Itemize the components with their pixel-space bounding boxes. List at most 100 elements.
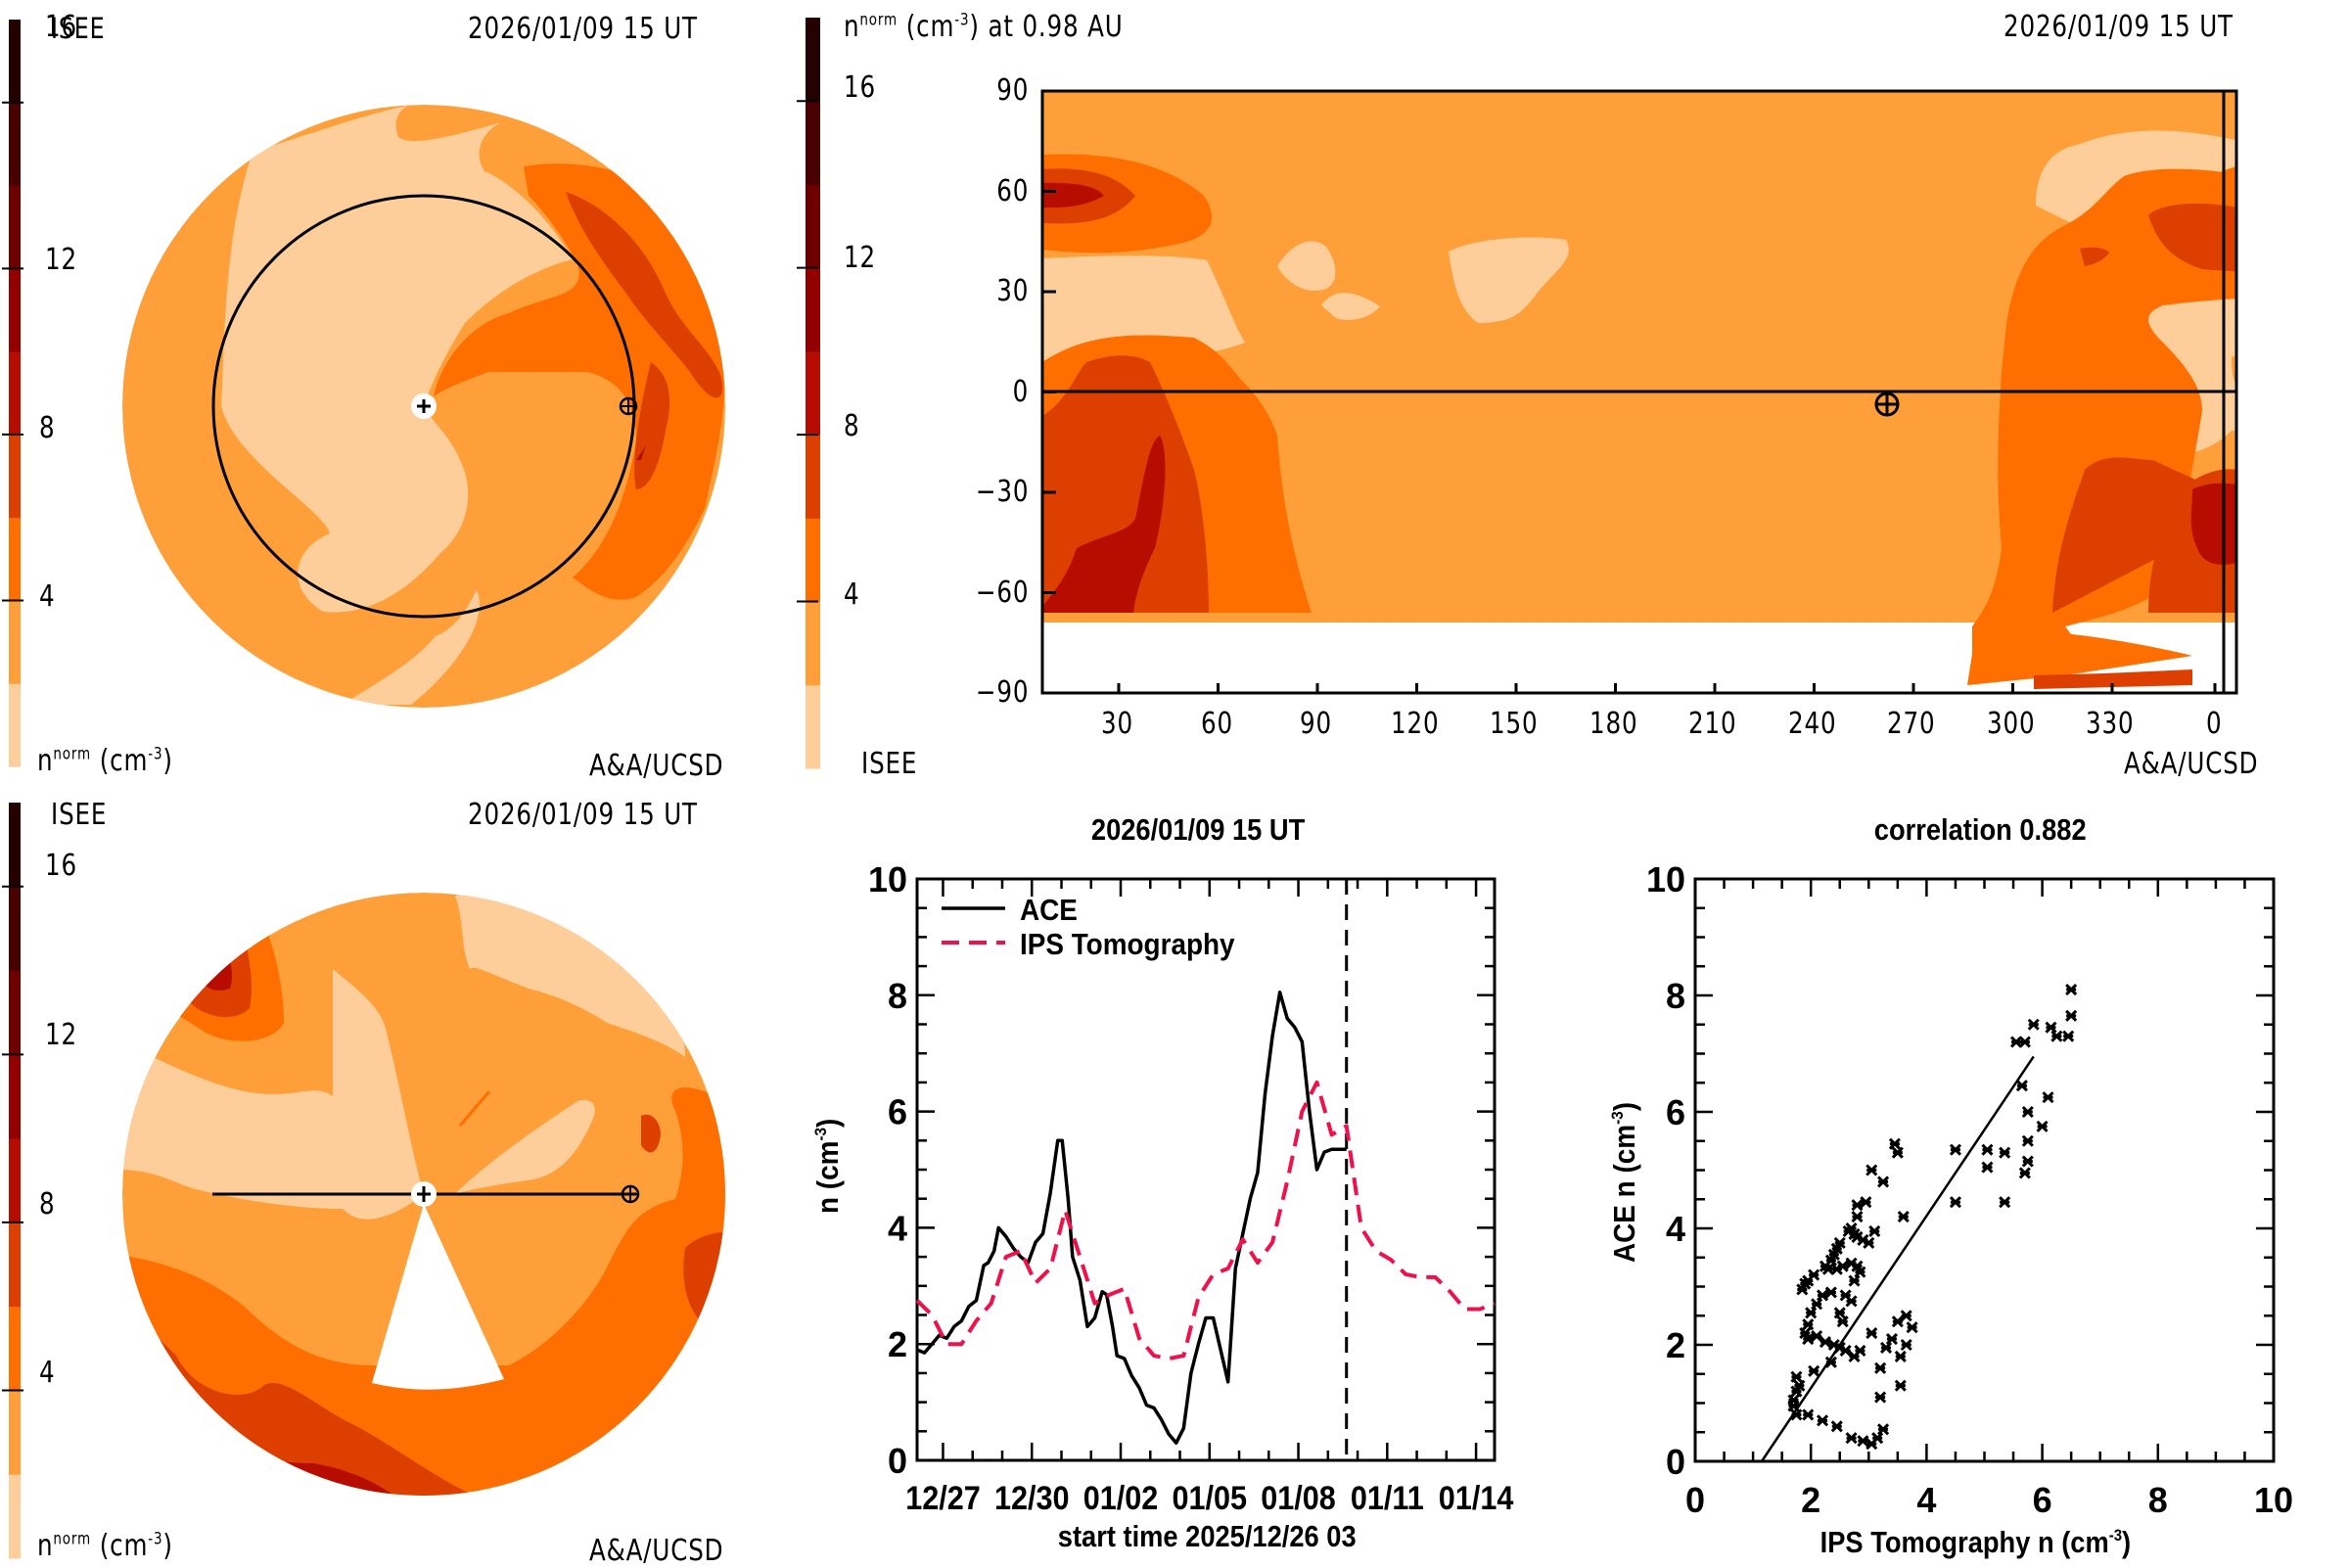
colorbar-tick-16: 16: [844, 70, 876, 105]
colorbar-level: [9, 683, 21, 767]
density-level-0-2: [1277, 241, 1336, 292]
scatter-panel: correlation 0.882 0 2 4 6 8 10 0 2 4 6 8 10 IPS Tom…: [1576, 803, 2349, 1566]
lon-tick-label: 90: [1300, 707, 1332, 741]
scatter-point: [1845, 1295, 1858, 1308]
series-line-ace: [916, 991, 1347, 1445]
density-level-0-2: [221, 105, 573, 613]
scatter-point: [1851, 1260, 1864, 1272]
scatter-point: [1874, 1361, 1887, 1374]
scatter-point: [1790, 1370, 1803, 1383]
x-tick-label: 4: [1916, 1480, 1936, 1520]
colorbar-level: [9, 351, 21, 436]
scatter-chart: 0 2 4 6 8 10 0 2 4 6 8 10: [1646, 859, 2293, 1520]
scatter-point: [1802, 1408, 1815, 1421]
colorbar-level: [9, 102, 21, 187]
scatter-point: [1808, 1364, 1820, 1377]
scatter-point: [2042, 1091, 2054, 1104]
lat-tick-label: 60: [996, 173, 1029, 208]
scatter-point: [1885, 1332, 1899, 1346]
density-level-0-2-gap: [577, 1027, 626, 1084]
x-axis-label: IPS Tomography n (cm-3): [1819, 1525, 2132, 1559]
scatter-point: [1879, 1341, 1893, 1355]
scatter-point: [1877, 1423, 1890, 1436]
colorbar-units-label: nnorm (cm-3): [37, 744, 173, 778]
colorbar-tick-16: 16: [45, 849, 77, 883]
colorbar-level: [9, 1306, 21, 1391]
colorbar-tick-4: 4: [39, 579, 56, 614]
scatter-point: [2065, 983, 2078, 996]
density-level-0-2: [455, 1100, 595, 1194]
y-axis-label: ACE n (cm-3): [1607, 1101, 1641, 1263]
y-tick-label: 4: [1666, 1209, 1685, 1249]
density-level-0-2-south: [343, 590, 481, 705]
y-tick-label: 2: [1666, 1325, 1685, 1365]
colorbar-level: [806, 350, 820, 436]
no-data-wedge: [372, 1204, 504, 1390]
colorbar-level: [9, 434, 21, 519]
density-level-6-8: [2080, 247, 2109, 266]
scatter-point: [2021, 1155, 2034, 1168]
scatter-point: [1793, 1379, 1806, 1392]
series-line-ips-tomography: [915, 1080, 1496, 1361]
scatter-point: [2018, 1167, 2031, 1179]
density-level-4-6-top: [299, 105, 357, 115]
colorbar-top-left: [2, 20, 23, 767]
density-level-8-10: [636, 445, 646, 460]
colorbar-tick-12: 12: [844, 241, 876, 275]
timestamp-label: 2026/01/09 15 UT: [468, 12, 698, 46]
scatter-point: [1851, 1211, 1864, 1223]
density-level-4-6: [2236, 367, 2349, 613]
scatter-point: [1836, 1260, 1849, 1272]
scatter-point: [1877, 1176, 1890, 1188]
y-tick-label: 2: [888, 1324, 907, 1364]
scatter-point: [1857, 1435, 1869, 1448]
lon-tick-label: 0: [2206, 707, 2223, 741]
scatter-point: [1981, 1161, 1994, 1174]
lon-tick-label: 150: [1490, 707, 1539, 741]
scatter-point: [1868, 1224, 1881, 1238]
density-level-14-16: [122, 1483, 137, 1496]
scatter-point: [1848, 1274, 1861, 1287]
colorbar-level: [9, 185, 21, 269]
scatter-point: [1799, 1327, 1812, 1340]
colorbar-level: [806, 684, 820, 769]
scatter-point: [1897, 1211, 1910, 1223]
scatter-point: [1787, 1400, 1800, 1412]
scatter-point: [1816, 1289, 1829, 1302]
colorbar-tick-16: 16: [45, 10, 77, 44]
x-tick-label: 01/08: [1261, 1480, 1336, 1517]
x-tick-label: 8: [2148, 1480, 2168, 1520]
fit-line: [1760, 1055, 2035, 1462]
source-label: ISEE: [861, 747, 918, 781]
scatter-point: [1981, 1143, 1994, 1156]
colorbar-level: [9, 600, 21, 684]
y-tick-label: 0: [888, 1441, 907, 1481]
colorbar-level: [9, 1390, 21, 1475]
y-tick-label: 8: [888, 976, 907, 1016]
source-label: ISEE: [51, 12, 106, 45]
source-label: ISEE: [51, 798, 108, 832]
scatter-point: [1894, 1379, 1907, 1392]
lat-tick-label: 90: [996, 73, 1029, 108]
meridional-density-map: [122, 893, 725, 1496]
scatter-point: [1802, 1318, 1815, 1331]
scatter-point: [1845, 1222, 1858, 1235]
scatter-point: [2065, 1009, 2078, 1022]
y-tick-label: 10: [1646, 859, 1685, 899]
earth-icon: [619, 396, 638, 416]
synoptic-panel: nnorm (cm-3) at 0.98 AU 2026/01/09 15 UT…: [793, 0, 2349, 803]
x-tick-label: 01/11: [1351, 1480, 1424, 1517]
scatter-point: [1799, 1277, 1812, 1290]
colorbar-tick-4: 4: [844, 577, 860, 612]
timestamp-label: 2026/01/09 15 UT: [468, 798, 698, 832]
earth-icon: [1874, 392, 1900, 417]
scatter-point: [1805, 1307, 1818, 1319]
chart-title: correlation 0.882: [1873, 812, 2087, 847]
colorbar-level: [9, 970, 21, 1055]
x-axis-label: start time 2025/12/26 03: [1057, 1519, 1357, 1553]
scatter-point: [1891, 1146, 1904, 1159]
colorbar-level: [806, 184, 820, 269]
scatter-point: [1824, 1356, 1837, 1368]
scatter-point: [2021, 1134, 2034, 1147]
colorbar-level: [806, 601, 820, 686]
